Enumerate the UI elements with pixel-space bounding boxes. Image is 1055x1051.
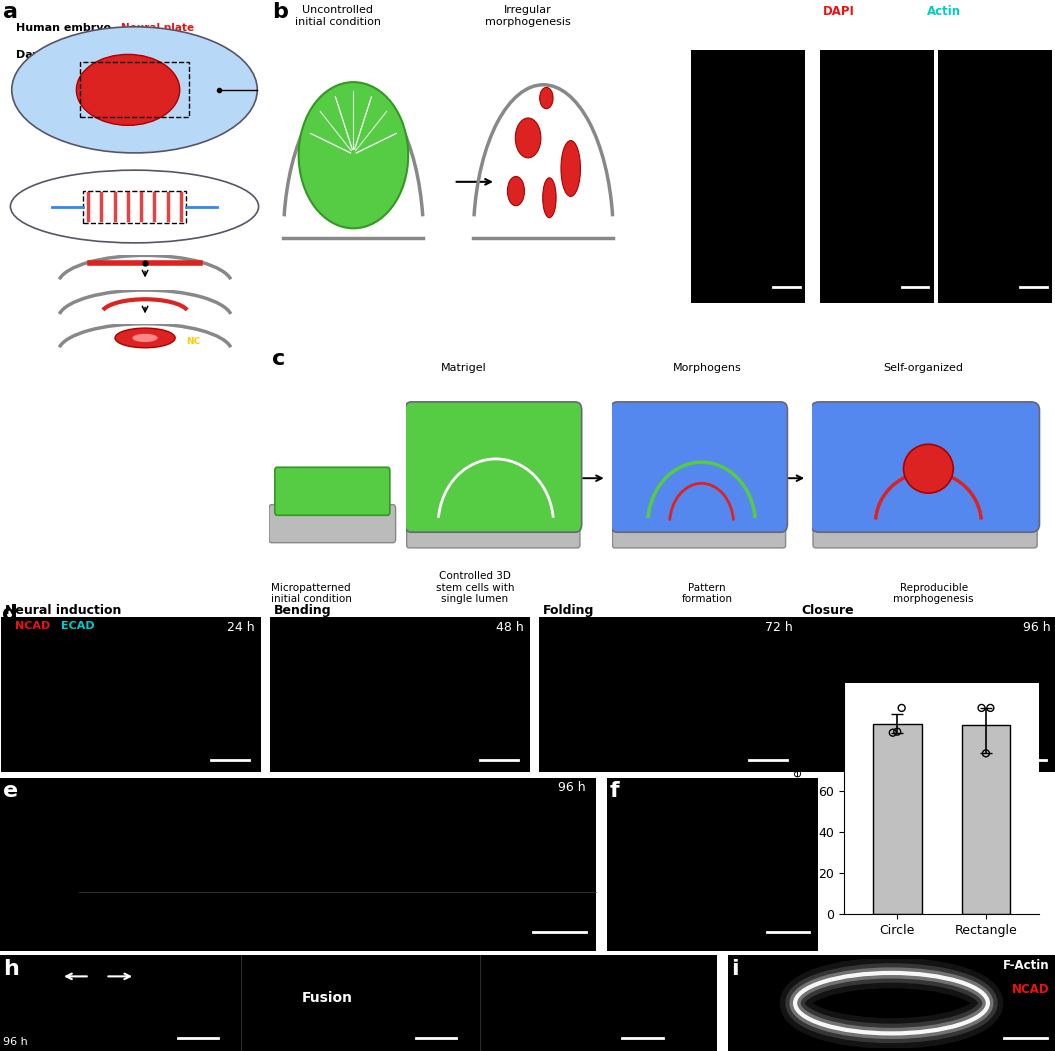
Text: Micropatterned
initial condition: Micropatterned initial condition — [271, 582, 351, 604]
Text: NC: NC — [187, 337, 200, 347]
Text: 96 h: 96 h — [558, 781, 586, 794]
Text: Bending: Bending — [274, 604, 332, 617]
Bar — [83, 190, 187, 223]
FancyBboxPatch shape — [810, 401, 1039, 532]
Circle shape — [115, 328, 175, 348]
Ellipse shape — [76, 55, 179, 125]
Text: Irregular
morphogenesis: Irregular morphogenesis — [484, 5, 571, 27]
Point — [978, 745, 995, 762]
Text: Human embryo: Human embryo — [16, 23, 111, 34]
Text: 72 h: 72 h — [765, 621, 792, 634]
Text: NCAD: NCAD — [1012, 983, 1050, 995]
Text: Neural induction: Neural induction — [5, 604, 121, 617]
FancyBboxPatch shape — [406, 515, 580, 548]
Point — [982, 700, 999, 717]
FancyBboxPatch shape — [813, 515, 1037, 548]
Text: Uncontrolled
initial condition: Uncontrolled initial condition — [294, 5, 381, 27]
Text: b: b — [272, 2, 288, 22]
Bar — [270, 617, 530, 772]
Ellipse shape — [507, 177, 524, 206]
Text: f: f — [610, 781, 619, 801]
Bar — [1, 617, 261, 772]
Point — [884, 724, 901, 741]
Text: 24 h: 24 h — [227, 621, 254, 634]
Bar — [938, 50, 1052, 303]
Text: Neural plate: Neural plate — [121, 23, 194, 34]
Bar — [821, 778, 1055, 951]
FancyBboxPatch shape — [405, 401, 581, 532]
Text: ECAD: ECAD — [61, 621, 95, 632]
Circle shape — [903, 445, 954, 493]
Text: h: h — [3, 959, 19, 978]
Bar — [0, 0, 269, 345]
Text: 96 h: 96 h — [1023, 621, 1051, 634]
Bar — [0, 778, 77, 951]
Text: Actin: Actin — [927, 5, 961, 18]
Bar — [820, 50, 934, 303]
Bar — [0, 955, 717, 1051]
Text: Closure: Closure — [802, 604, 855, 617]
Text: F-Actin: F-Actin — [1003, 959, 1050, 971]
Text: 48 h: 48 h — [496, 621, 523, 634]
Bar — [798, 617, 1055, 772]
Text: c: c — [272, 349, 286, 369]
Text: e: e — [3, 781, 18, 801]
Text: Self-organized: Self-organized — [883, 363, 963, 373]
Bar — [607, 778, 818, 951]
Bar — [728, 955, 1055, 1051]
Bar — [79, 62, 190, 118]
Text: Matrigel: Matrigel — [441, 363, 487, 373]
FancyBboxPatch shape — [269, 504, 396, 542]
Bar — [269, 347, 1055, 615]
Text: Folding: Folding — [543, 604, 595, 617]
FancyBboxPatch shape — [611, 401, 787, 532]
Text: 96 h: 96 h — [3, 1036, 27, 1047]
Text: Day ~20: Day ~20 — [16, 50, 68, 61]
Text: Pattern
formation: Pattern formation — [682, 582, 732, 604]
Text: a: a — [3, 2, 18, 22]
Bar — [691, 50, 805, 303]
Bar — [961, 725, 1011, 914]
Ellipse shape — [561, 141, 580, 197]
Circle shape — [133, 334, 158, 342]
Text: Morphogens: Morphogens — [672, 363, 742, 373]
Bar — [0, 778, 596, 951]
Text: d: d — [2, 604, 18, 624]
FancyBboxPatch shape — [612, 515, 786, 548]
FancyBboxPatch shape — [274, 468, 390, 515]
Text: Reproducible
morphogenesis: Reproducible morphogenesis — [894, 582, 974, 604]
Bar — [539, 617, 799, 772]
Ellipse shape — [540, 87, 553, 108]
Ellipse shape — [12, 26, 257, 152]
Ellipse shape — [542, 178, 556, 218]
Text: Surface ectoderm: Surface ectoderm — [121, 47, 227, 58]
Text: i: i — [731, 959, 738, 978]
Bar — [872, 724, 922, 914]
Text: Fusion: Fusion — [302, 991, 352, 1006]
Bar — [269, 0, 1055, 345]
Text: NCAD: NCAD — [15, 621, 50, 632]
Text: Controlled 3D
stem cells with
single lumen: Controlled 3D stem cells with single lum… — [436, 571, 514, 604]
Text: g: g — [785, 669, 802, 689]
Point — [888, 723, 905, 740]
Point — [973, 700, 990, 717]
Ellipse shape — [515, 118, 541, 158]
Point — [894, 700, 910, 717]
Ellipse shape — [299, 82, 408, 228]
Y-axis label: Closed samples (%): Closed samples (%) — [792, 737, 805, 861]
Text: DAPI: DAPI — [823, 5, 855, 18]
